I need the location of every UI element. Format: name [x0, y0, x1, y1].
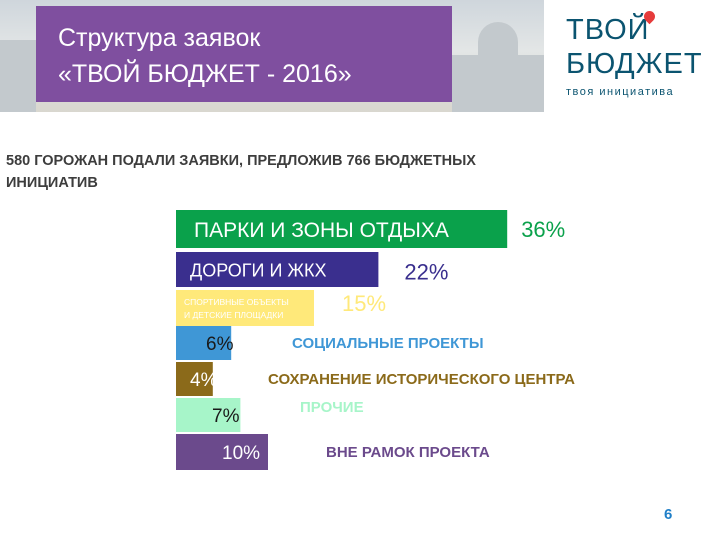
- category-label-3-line-1: СПОРТИВНЫЕ ОБЪЕКТЫ: [184, 297, 289, 307]
- value-label-6: 7%: [212, 406, 240, 427]
- title-line-2: «ТВОЙ БЮДЖЕТ - 2016»: [58, 60, 352, 88]
- bar-5: [176, 362, 213, 396]
- logo: ТВОЙ БЮДЖЕТ твоя инициатива: [544, 0, 720, 112]
- subtitle-line-1: 580 ГОРОЖАН ПОДАЛИ ЗАЯВКИ, ПРЕДЛОЖИВ 766…: [6, 153, 476, 169]
- category-label-2: ДОРОГИ И ЖКХ: [190, 261, 327, 281]
- value-label-5: 4%: [190, 370, 218, 391]
- page-number: 6: [664, 506, 673, 523]
- value-label-4: 6%: [206, 334, 234, 355]
- bar-1: [176, 210, 508, 248]
- bar-7: [176, 434, 268, 470]
- title-line-1: Структура заявок: [58, 24, 261, 52]
- bar-2: [176, 252, 379, 287]
- logo-line-2: БЮДЖЕТ: [566, 48, 703, 80]
- category-label-3-line-2: И ДЕТСКИЕ ПЛОЩАДКИ: [184, 310, 283, 320]
- category-label-1: ПАРКИ И ЗОНЫ ОТДЫХА: [194, 219, 449, 242]
- category-label-7: ВНЕ РАМОК ПРОЕКТА: [326, 444, 490, 461]
- bar-4: [176, 326, 232, 360]
- category-label-4: СОЦИАЛЬНЫЕ ПРОЕКТЫ: [292, 335, 484, 352]
- value-label-7: 10%: [222, 443, 260, 464]
- bar-6: [176, 398, 241, 432]
- value-label-3: 15%: [342, 291, 386, 316]
- category-label-5: СОХРАНЕНИЕ ИСТОРИЧЕСКОГО ЦЕНТРА: [268, 371, 575, 388]
- logo-line-1: ТВОЙ: [566, 14, 650, 46]
- value-label-2: 22%: [404, 260, 448, 285]
- category-label-6: ПРОЧИЕ: [300, 399, 364, 416]
- subtitle-line-2: ИНИЦИАТИВ: [6, 175, 98, 191]
- title-box: Структура заявок «ТВОЙ БЮДЖЕТ - 2016»: [36, 6, 452, 102]
- subtitle: 580 ГОРОЖАН ПОДАЛИ ЗАЯВКИ, ПРЕДЛОЖИВ 766…: [6, 150, 626, 194]
- logo-subtitle: твоя инициатива: [566, 86, 675, 98]
- value-label-1: 36%: [521, 217, 565, 242]
- bar-3: [176, 290, 314, 326]
